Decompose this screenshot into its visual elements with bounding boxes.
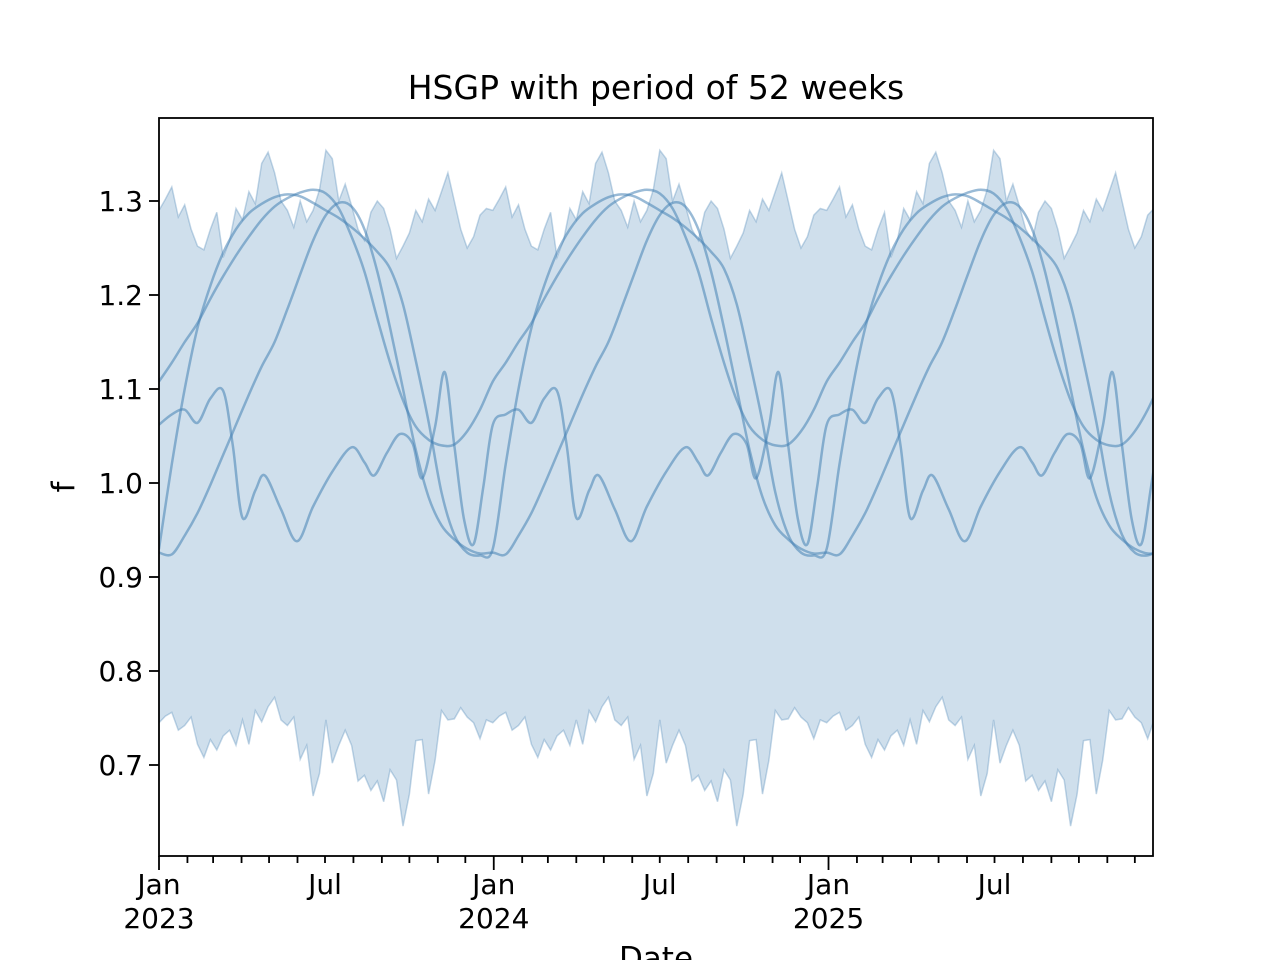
x-tick-label-month: Jul [641, 868, 677, 901]
x-tick-label-month: Jan [135, 868, 180, 901]
x-tick-label-year: 2023 [123, 902, 194, 935]
chart-title: HSGP with period of 52 weeks [407, 68, 905, 107]
gp-sample-curve-sample-sharp-peak-jul [159, 201, 1153, 557]
x-tick-label-year: 2024 [458, 902, 529, 935]
y-tick-label: 1.2 [98, 279, 143, 312]
gp-sample-curve-sample-wiggly-nov-spike [159, 370, 1153, 547]
y-tick-label: 0.8 [98, 655, 143, 688]
x-tick-label-year: 2025 [793, 902, 864, 935]
gp-sample-curve-sample-broad-peak-jun [159, 188, 1153, 448]
hdi-band-upper-edge [159, 148, 1153, 261]
y-tick-label: 0.9 [98, 561, 143, 594]
y-axis-label: f [46, 481, 82, 493]
x-tick-label-month: Jul [306, 868, 342, 901]
x-tick-label-month: Jan [805, 868, 850, 901]
x-tick-label-month: Jan [470, 868, 515, 901]
hdi-band-lower-edge [159, 695, 1153, 827]
gp-sample-curves [159, 188, 1153, 559]
x-tick-label-month: Jul [976, 868, 1012, 901]
y-tick-label: 0.7 [98, 749, 143, 782]
y-tick-label: 1.0 [98, 467, 143, 500]
y-tick-label: 1.3 [98, 185, 143, 218]
y-tick-label: 1.1 [98, 373, 143, 406]
axes-spines [158, 117, 1154, 857]
x-axis-label: Date [618, 941, 694, 960]
gp-sample-curve-sample-steep-spring-riser [159, 193, 1153, 559]
